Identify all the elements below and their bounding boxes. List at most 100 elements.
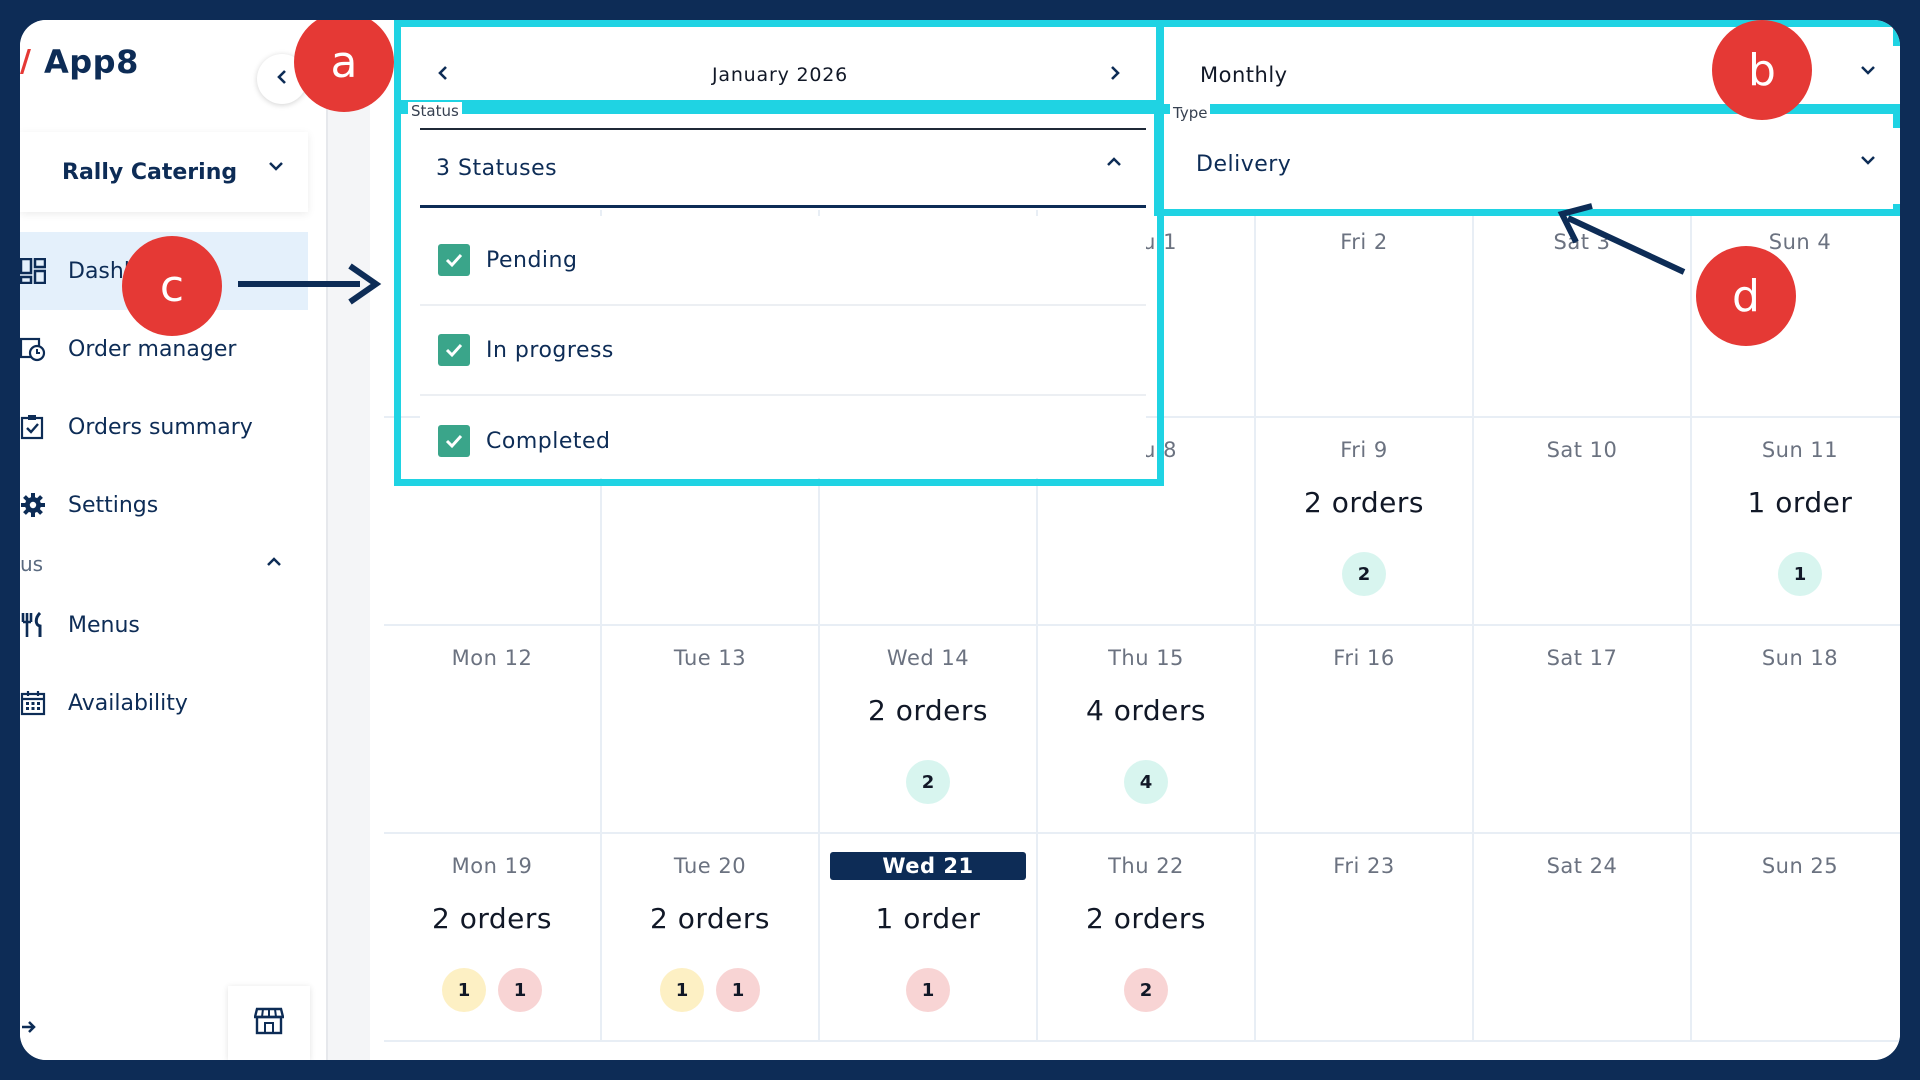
sidebar-item-availability[interactable]: Availability [20,664,308,742]
day-label: Sun 11 [1761,438,1839,462]
sidebar-item-label: Menus [68,612,140,638]
store-button[interactable] [228,986,310,1060]
app-logo[interactable]: / App8 [20,38,139,86]
status-badges: 1 [820,968,1036,1012]
sidebar-divider [326,20,370,1060]
calendar-day-cell[interactable]: Sun 11 1 order 1 [1692,418,1900,626]
annotation-marker-c: c [122,236,222,336]
logo-text: App8 [44,43,139,81]
dashboard-icon [20,258,46,284]
calendar-day-cell[interactable]: Mon 12 [384,626,602,834]
type-value: Delivery [1196,152,1292,177]
status-count-badge: 1 [660,968,704,1012]
status-option-completed[interactable]: Completed [420,396,1146,486]
app-window: / App8 Rally Catering Dashboard Order ma… [20,20,1900,1060]
calendar-day-cell[interactable]: Fri 9 2 orders 2 [1256,418,1474,626]
status-option-in-progress[interactable]: In progress [420,306,1146,396]
clipboard-check-icon [20,414,46,440]
status-count-badge: 2 [1342,552,1386,596]
sidebar-section-label: us [20,552,44,576]
status-badges: 1 [1692,552,1900,596]
day-label: Thu 22 [1108,854,1184,878]
status-count-badge: 1 [716,968,760,1012]
calendar-day-cell[interactable]: Mon 19 2 orders 1 1 [384,834,602,1042]
arrow-d [1566,215,1686,275]
expand-sidebar-button[interactable] [20,1000,60,1060]
arrow-right-icon [20,1017,40,1043]
chevron-up-icon [264,552,284,577]
gear-icon [20,492,46,518]
sidebar-item-orders-summary[interactable]: Orders summary [20,388,308,466]
calendar-day-cell[interactable]: Thu 15 4 orders 4 [1038,626,1256,834]
sidebar-item-settings[interactable]: Settings [20,466,308,544]
checkbox-checked-icon[interactable] [438,334,470,366]
status-count-badge: 1 [906,968,950,1012]
calendar-day-cell[interactable]: Fri 16 [1256,626,1474,834]
highlight-status-filter [394,100,1164,486]
clock-calendar-icon [20,336,46,362]
calendar-day-cell[interactable] [820,418,1038,626]
calendar-day-cell[interactable]: Sat 10 [1474,418,1692,626]
day-label: Fri 16 [1333,646,1395,670]
status-field-label: Status [408,102,462,120]
calendar-day-cell[interactable]: Fri 23 [1256,834,1474,1042]
sidebar-item-label: Settings [68,492,159,518]
checkbox-checked-icon[interactable] [438,425,470,457]
day-label: Sun 18 [1761,646,1839,670]
calendar-day-cell[interactable]: Sun 4 [1692,210,1900,418]
sidebar-section-menus[interactable]: us [20,544,308,584]
logo-mark-icon: / [20,44,31,79]
calendar-day-cell[interactable]: Sat 24 [1474,834,1692,1042]
sidebar-item-menus[interactable]: Menus [20,586,308,664]
day-label: Sat 17 [1546,646,1618,670]
organization-name: Rally Catering [62,159,238,185]
status-select[interactable]: 3 Statuses [420,128,1146,208]
status-count-badge: 1 [442,968,486,1012]
status-count-badge: 2 [1124,968,1168,1012]
calendar-day-cell[interactable]: Tue 20 2 orders 1 1 [602,834,820,1042]
status-option-label: Completed [486,428,611,454]
chevron-down-icon [1858,150,1878,176]
calendar-day-cell[interactable]: Thu 22 2 orders 2 [1038,834,1256,1042]
calendar-day-cell[interactable]: Wed 21 1 order 1 [820,834,1038,1042]
checkbox-checked-icon[interactable] [438,244,470,276]
calendar-icon [20,690,46,716]
chevron-down-icon [1858,60,1878,86]
type-select[interactable]: Delivery [1180,128,1900,204]
status-count-badge: 1 [1778,552,1822,596]
chevron-down-icon [266,156,286,182]
status-option-pending[interactable]: Pending [420,216,1146,306]
next-month-button[interactable] [1106,60,1124,88]
arrow-c-head [348,263,382,305]
calendar-day-cell[interactable]: Sat 17 [1474,626,1692,834]
previous-month-button[interactable] [434,60,452,88]
order-count: 4 orders [1086,694,1206,727]
sidebar-item-label: Order manager [68,336,237,362]
calendar-day-cell[interactable]: Tue 13 [602,626,820,834]
organization-select[interactable]: Rally Catering [20,132,308,212]
order-count: 2 orders [432,902,552,935]
status-option-label: In progress [486,337,614,363]
status-badges: 4 [1038,760,1254,804]
view-value: Monthly [1200,63,1288,87]
calendar-day-cell[interactable]: Sun 25 [1692,834,1900,1042]
month-label: January 2026 [711,64,849,86]
calendar-day-cell[interactable]: Sun 18 [1692,626,1900,834]
calendar-day-cell[interactable] [384,418,602,626]
day-label: Sat 24 [1546,854,1618,878]
day-label: Sun 25 [1761,854,1839,878]
day-label: Tue 20 [673,854,747,878]
order-count: 1 order [875,902,981,935]
sidebar-item-order-manager[interactable]: Order manager [20,310,308,388]
calendar-day-cell[interactable]: Wed 14 2 orders 2 [820,626,1038,834]
status-value: 3 Statuses [436,156,558,181]
calendar-day-cell[interactable]: Fri 2 [1256,210,1474,418]
status-count-badge: 4 [1124,760,1168,804]
calendar-day-cell[interactable] [602,418,820,626]
day-label: Tue 13 [673,646,747,670]
annotation-marker-a: a [294,20,394,112]
month-navigator: January 2026 [420,46,1140,104]
annotation-marker-b: b [1712,20,1812,120]
status-option-label: Pending [486,247,578,273]
